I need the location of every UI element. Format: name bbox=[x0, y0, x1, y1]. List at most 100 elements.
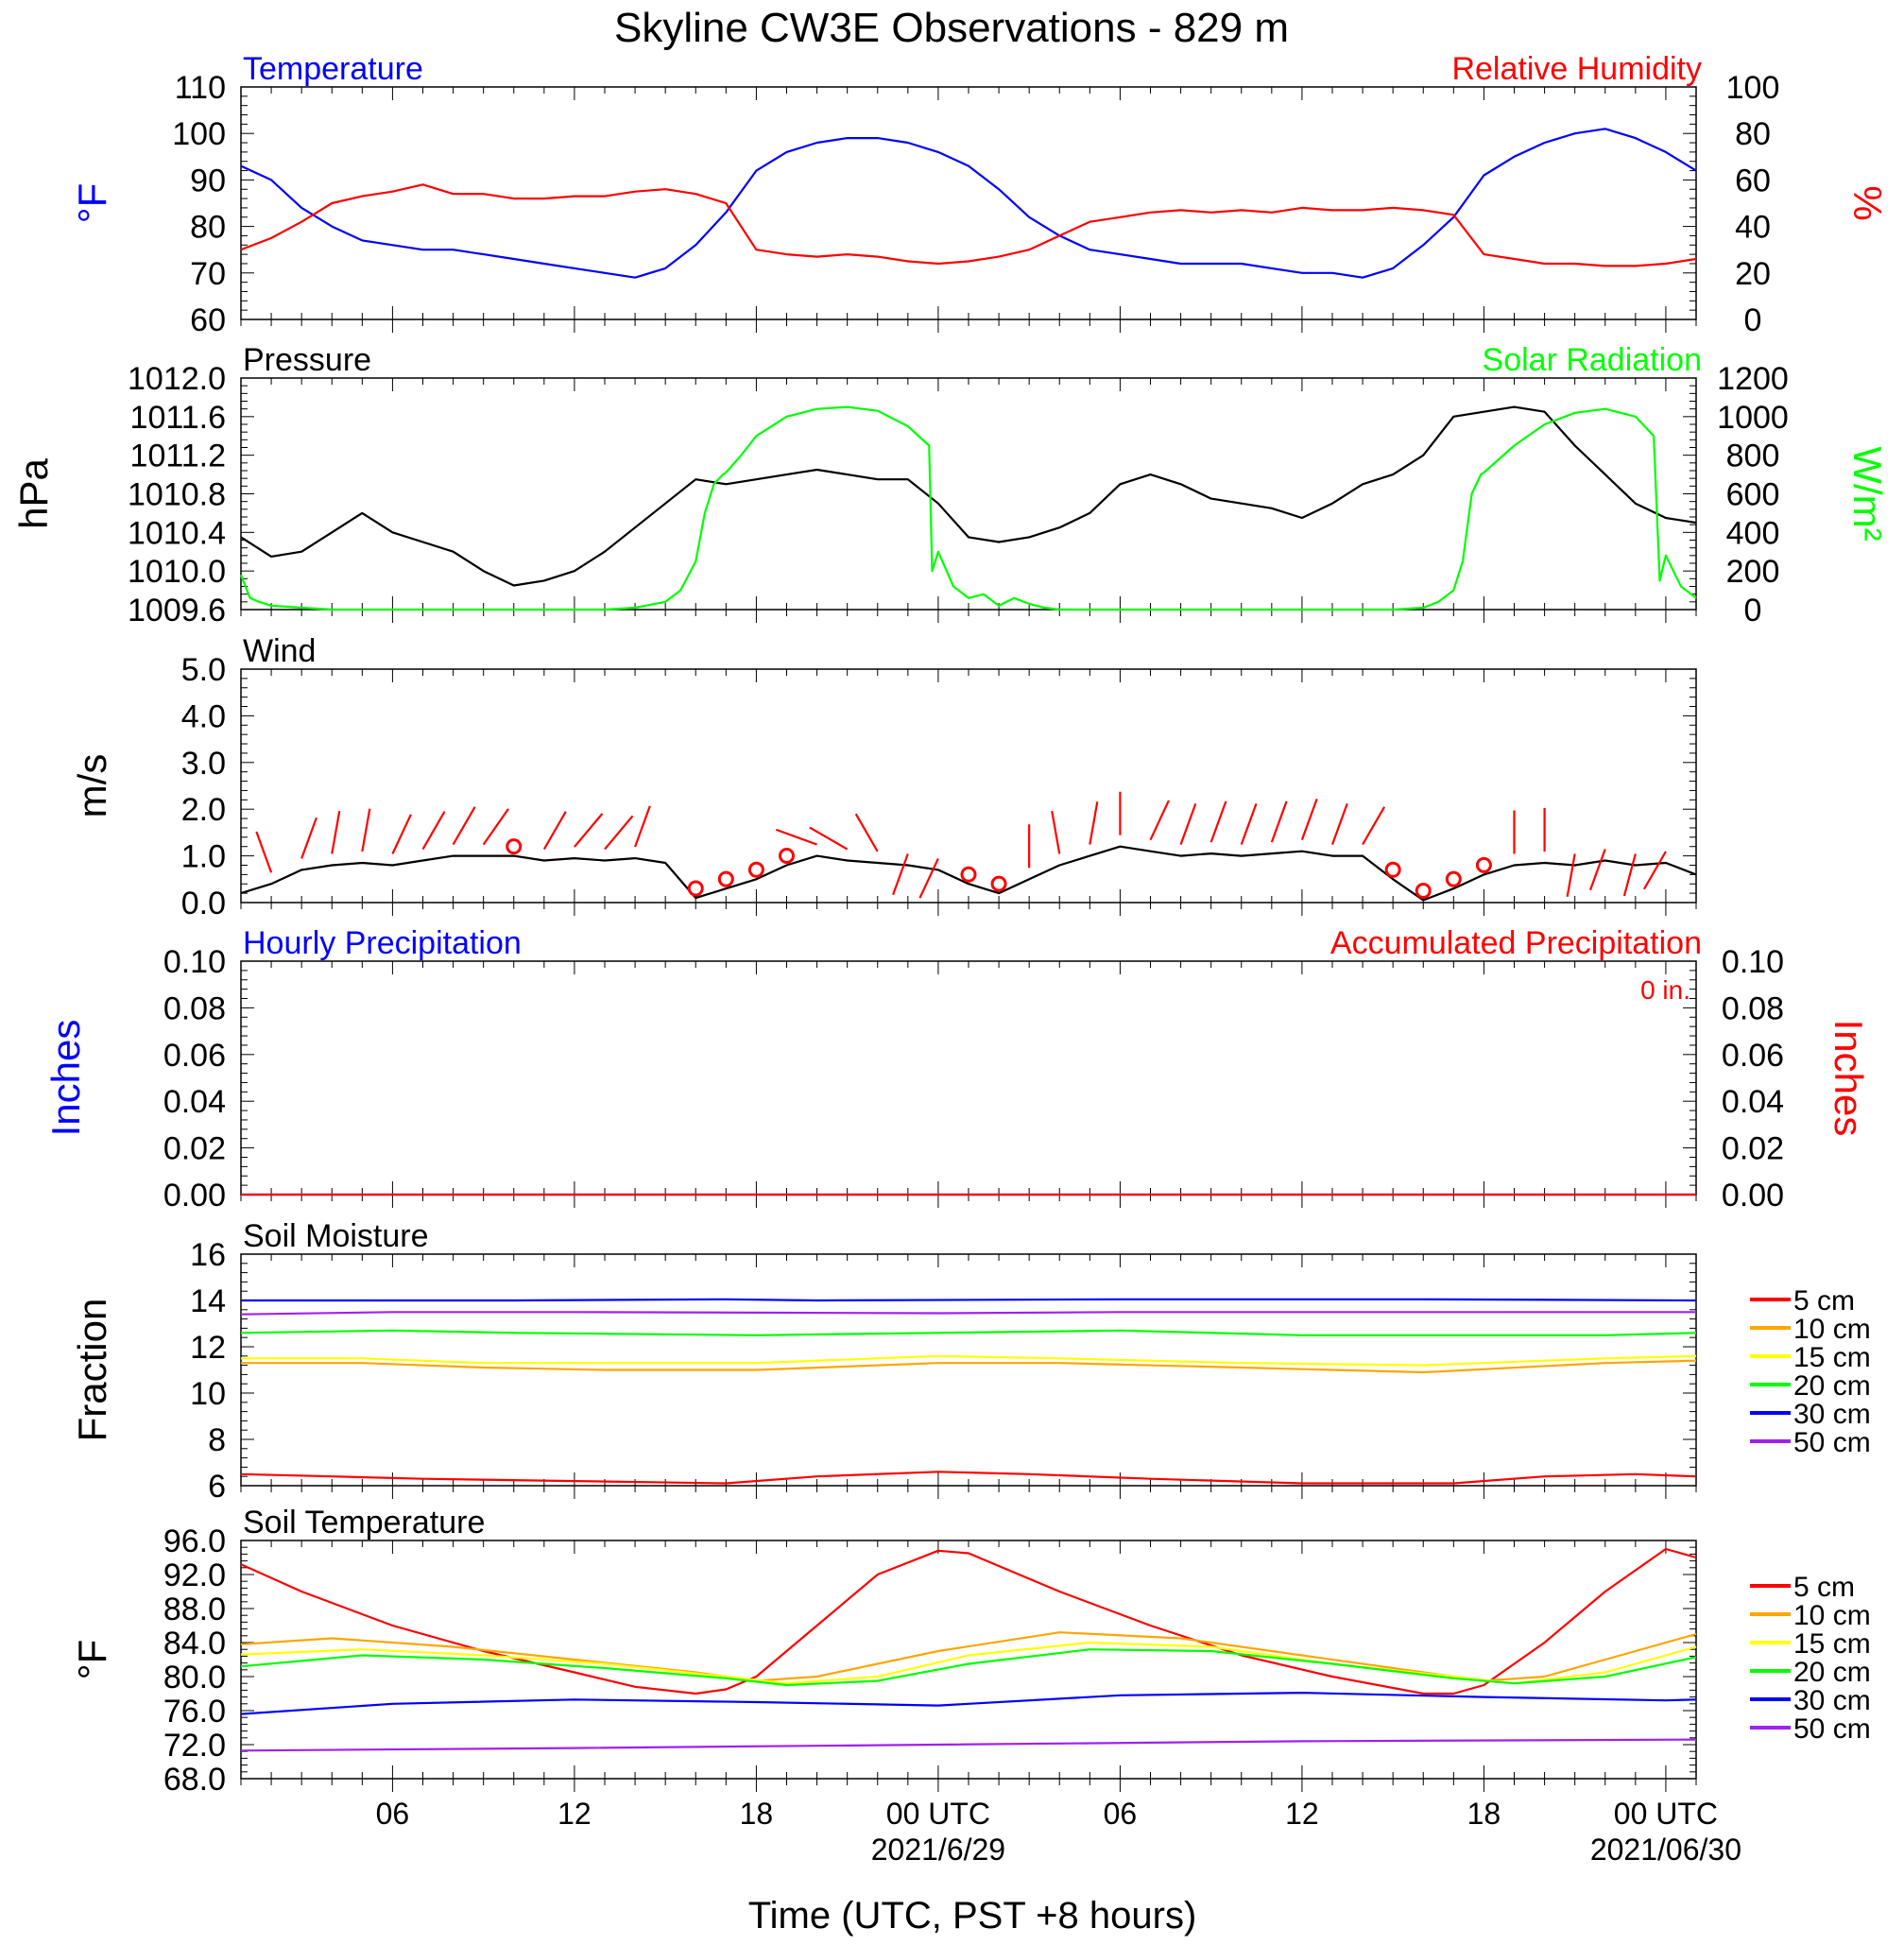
wind-barb bbox=[1300, 799, 1318, 841]
calm-wind-marker bbox=[687, 880, 704, 897]
wind-barb bbox=[1209, 800, 1227, 843]
right-tick-label: 800 bbox=[1726, 439, 1780, 474]
series-line-1 bbox=[241, 1359, 1697, 1374]
left-tick-label: 0.06 bbox=[163, 1038, 226, 1074]
left-tick-label: 0.02 bbox=[163, 1131, 226, 1167]
left-tick-label: 1010.8 bbox=[128, 477, 226, 513]
left-unit-label: hPa bbox=[11, 457, 56, 528]
left-tick-label: 1011.2 bbox=[130, 439, 226, 474]
x-tick-date: 2021/6/29 bbox=[871, 1833, 1005, 1867]
calm-wind-marker bbox=[1445, 870, 1462, 887]
calm-wind-marker bbox=[717, 870, 734, 887]
left-unit-label: °F bbox=[70, 1640, 114, 1679]
calm-wind-marker bbox=[960, 866, 977, 883]
left-tick-label: 1010.4 bbox=[128, 515, 226, 551]
right-tick-label: 20 bbox=[1735, 256, 1771, 292]
left-unit-label: Fraction bbox=[70, 1299, 114, 1442]
wind-barb bbox=[421, 811, 446, 851]
left-tick-label: 70 bbox=[190, 256, 226, 292]
legend-label: 50 cm bbox=[1793, 1427, 1871, 1458]
x-tick-label: 06 bbox=[376, 1797, 410, 1831]
series-line-0 bbox=[240, 128, 1697, 279]
wind-barb bbox=[574, 813, 604, 848]
x-tick-label: 18 bbox=[740, 1797, 774, 1831]
left-tick-label: 2.0 bbox=[181, 792, 226, 828]
series-line-5 bbox=[240, 1311, 1696, 1316]
series-line-5 bbox=[240, 1738, 1697, 1752]
panel-3: 0.00 0.02 0.04 0.06 0.08 0.10 0.00 0.02 0.04 0.06… bbox=[43, 925, 1871, 1213]
legend-label: 50 cm bbox=[1793, 1713, 1871, 1745]
left-tick-label: 110 bbox=[175, 70, 226, 106]
calm-wind-marker bbox=[747, 861, 764, 878]
wind-barb bbox=[604, 815, 634, 851]
left-tick-label: 0.08 bbox=[163, 990, 226, 1026]
right-tick-label: 0.10 bbox=[1722, 944, 1784, 980]
right-tick-label: 0.02 bbox=[1722, 1131, 1784, 1167]
left-tick-label: 6 bbox=[208, 1469, 226, 1505]
wind-barb bbox=[300, 817, 317, 859]
left-tick-label: 72.0 bbox=[163, 1728, 226, 1764]
legend-label: 5 cm bbox=[1793, 1285, 1855, 1317]
wind-barb bbox=[775, 828, 817, 846]
wind-barb bbox=[1330, 802, 1348, 845]
left-tick-label: 88.0 bbox=[163, 1592, 226, 1627]
left-tick-label: 8 bbox=[208, 1422, 226, 1458]
left-tick-label: 14 bbox=[190, 1283, 226, 1319]
left-tick-label: 68.0 bbox=[163, 1762, 226, 1798]
right-tick-label: 80 bbox=[1735, 116, 1771, 152]
wind-barb bbox=[1149, 800, 1170, 841]
legend-label: 15 cm bbox=[1793, 1628, 1871, 1660]
panel-title-left: Wind bbox=[243, 633, 316, 669]
panel-title-left: Temperature bbox=[243, 51, 423, 87]
panel-2: 0.0 1.0 2.0 3.0 4.0 5.0 Wind m/s bbox=[70, 633, 1697, 921]
wind-barb bbox=[255, 831, 273, 873]
series-line-1 bbox=[240, 183, 1697, 267]
wind-barb bbox=[1362, 806, 1386, 846]
calm-wind-marker bbox=[779, 847, 795, 864]
legend-label: 10 cm bbox=[1793, 1600, 1871, 1631]
calm-wind-marker bbox=[1475, 856, 1492, 873]
panel-annotation: 0 in. bbox=[1640, 975, 1690, 1005]
right-tick-label: 0.06 bbox=[1722, 1038, 1784, 1074]
x-tick-date: 2021/06/30 bbox=[1590, 1833, 1741, 1867]
right-unit-label: W/m² bbox=[1845, 446, 1890, 541]
legend-label: 30 cm bbox=[1793, 1685, 1871, 1716]
wind-barb bbox=[809, 826, 849, 851]
left-tick-label: 1011.6 bbox=[130, 400, 226, 436]
panel-5: 68.072.076.080.084.088.092.096.0 Soil Tem… bbox=[70, 1505, 1871, 1798]
wind-barb bbox=[1089, 801, 1099, 845]
right-tick-label: 400 bbox=[1726, 515, 1780, 551]
wind-barb bbox=[918, 857, 939, 899]
series-line-1 bbox=[240, 1631, 1697, 1682]
wind-barb bbox=[1642, 851, 1667, 890]
left-tick-label: 5.0 bbox=[181, 652, 226, 688]
left-tick-label: 90 bbox=[190, 163, 226, 198]
legend-label: 20 cm bbox=[1793, 1657, 1871, 1688]
legend-label: 30 cm bbox=[1793, 1399, 1871, 1430]
left-unit-label: °F bbox=[70, 183, 114, 223]
panel-title-right: Relative Humidity bbox=[1451, 51, 1702, 87]
panel-title-right: Solar Radiation bbox=[1483, 342, 1702, 378]
series-line-0 bbox=[240, 845, 1697, 902]
calm-wind-marker bbox=[1415, 883, 1432, 900]
right-tick-label: 1200 bbox=[1717, 361, 1789, 397]
left-tick-label: 84.0 bbox=[163, 1626, 226, 1661]
series-line-3 bbox=[240, 1329, 1697, 1336]
wind-barb bbox=[361, 808, 371, 852]
left-tick-label: 0.04 bbox=[163, 1084, 226, 1120]
left-unit-label: Inches bbox=[43, 1020, 88, 1137]
series-line-3 bbox=[240, 1648, 1697, 1687]
left-tick-label: 1010.0 bbox=[128, 554, 226, 590]
wind-barb bbox=[391, 814, 412, 854]
wind-barb bbox=[1622, 853, 1637, 897]
left-tick-label: 16 bbox=[190, 1237, 226, 1273]
left-tick-label: 80 bbox=[190, 210, 226, 246]
wind-barb bbox=[331, 810, 341, 854]
wind-barb bbox=[1270, 800, 1288, 843]
x-tick-label: 00 UTC bbox=[886, 1797, 990, 1831]
calm-wind-marker bbox=[1384, 861, 1401, 878]
series-line-0 bbox=[240, 1547, 1697, 1695]
